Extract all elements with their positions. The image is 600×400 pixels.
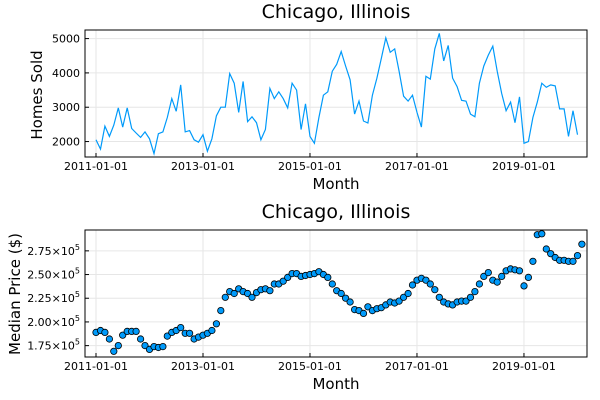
data-point [105,335,114,343]
data-point [484,268,492,277]
x-axis-label: Month [312,375,359,393]
data-point [221,293,229,301]
homes-sold-chart: Chicago, Illinois 2011-01-01 2013-01-01 20… [28,1,588,193]
data-point [208,326,216,335]
x-tick-label: 2013-01-01 [171,160,235,173]
data-point [493,278,501,286]
data-point [159,342,167,351]
data-point [110,347,118,355]
grid [85,30,587,157]
data-point [578,240,586,248]
data-point [266,287,274,295]
data-point [399,293,408,301]
y-tick-labels: 2000 3000 4000 5000 [52,33,80,149]
data-point [395,297,403,305]
data-point [520,282,528,290]
data-point [542,245,550,253]
data-point [132,327,140,335]
x-tick-labels: 2011-01-01 2013-01-01 2015-01-01 2017-01-01… [64,160,556,173]
data-point [328,280,336,288]
homes-sold-line [95,33,579,156]
y-tick-label: 4000 [52,67,80,80]
data-point [426,280,434,288]
data-point [538,230,546,238]
x-tick-label: 2019-01-01 [492,160,556,173]
data-point [435,293,443,301]
data-point [248,293,256,301]
data-point [137,335,145,343]
x-tick-label: 2013-01-01 [171,360,235,373]
data-point [119,331,127,339]
data-point [431,286,439,294]
data-point [529,257,537,265]
y-tick-label: 2000 [52,136,80,149]
data-point [462,297,470,305]
x-tick-label: 2019-01-01 [492,360,556,373]
x-tick-label: 2015-01-01 [278,360,342,373]
chart-title: Chicago, Illinois [262,201,411,223]
y-tick-label: 2.25×105 [27,290,80,305]
data-point [404,289,412,298]
x-tick-label: 2011-01-01 [64,160,128,173]
y-tick-labels: 1.75×105 2.00×105 2.25×105 2.50×105 2.75×105 [27,243,80,353]
y-tick-label: 2.75×105 [27,243,80,258]
x-tick-label: 2017-01-01 [385,160,449,173]
median-price-points [92,230,586,355]
data-point [359,309,368,317]
plot-frame [84,229,588,358]
x-tick-label: 2017-01-01 [385,360,449,373]
data-point [364,303,372,311]
data-point [524,273,533,281]
data-point [573,252,582,260]
data-point [341,294,350,302]
x-tick-labels: 2011-01-01 2013-01-01 2015-01-01 2017-01-01… [64,360,556,373]
median-price-chart: Chicago, Illinois 2011-01-01 2013-01-01 20… [6,201,588,393]
y-tick-label: 1.75×105 [27,338,80,353]
x-tick-label: 2015-01-01 [278,160,342,173]
data-point [141,341,149,350]
data-point [230,289,238,298]
data-point [346,298,354,306]
data-point [475,280,483,288]
data-point [324,273,332,281]
data-point [547,250,555,258]
y-tick-label: 5000 [52,33,80,46]
data-point [480,272,488,280]
data-point [217,306,225,315]
y-tick-label: 2.50×105 [27,267,80,282]
data-point [186,329,194,337]
x-axis-label: Month [312,175,359,193]
data-point [212,320,220,328]
x-tick-label: 2011-01-01 [64,360,128,373]
data-point [337,289,345,298]
data-point [408,281,417,289]
y-tick-label: 2.00×105 [27,314,80,329]
data-point [498,272,506,280]
y-tick-label: 3000 [52,101,80,114]
data-point [279,277,287,285]
data-point [101,328,109,336]
data-point [569,257,577,265]
y-axis-label: Homes Sold [28,50,46,139]
data-point [471,287,479,296]
chart-title: Chicago, Illinois [262,1,411,23]
data-point [515,267,524,275]
data-point [177,323,185,332]
y-axis-label: Median Price ($) [6,233,24,355]
plot-frame [84,29,588,158]
data-point [466,293,475,301]
grid [85,230,587,357]
data-point [114,341,122,350]
